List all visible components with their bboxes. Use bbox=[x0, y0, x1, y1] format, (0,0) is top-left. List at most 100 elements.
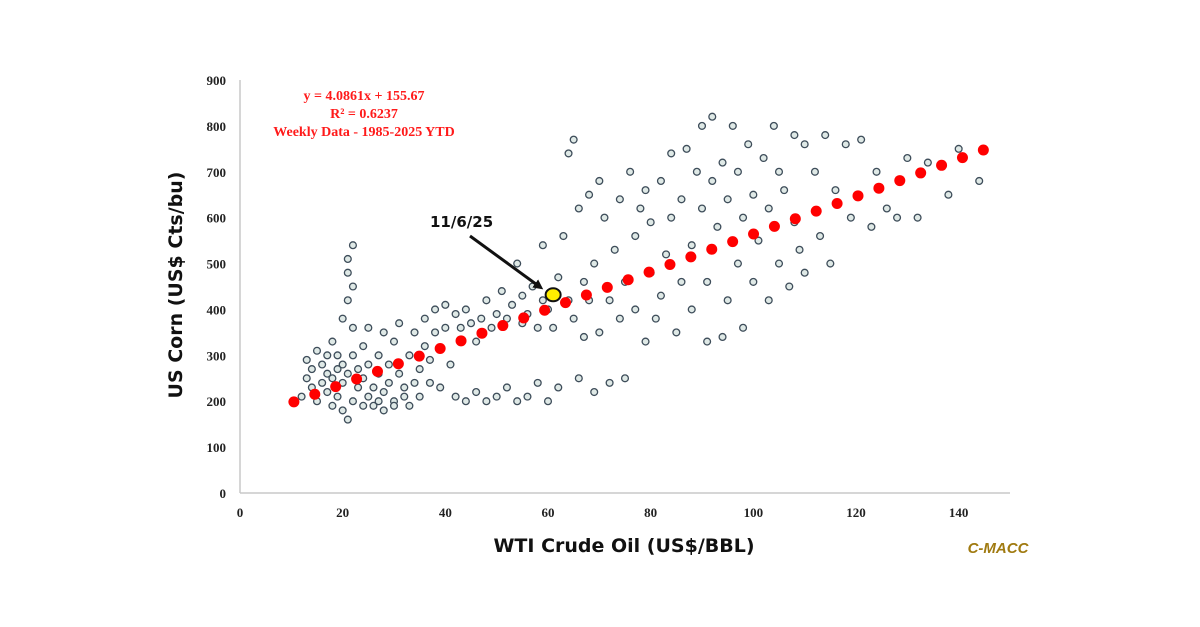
data-point bbox=[631, 305, 640, 314]
x-tick-label: 60 bbox=[542, 505, 555, 520]
trendline-point bbox=[455, 335, 467, 347]
data-point bbox=[574, 204, 583, 213]
data-point bbox=[723, 296, 732, 305]
data-point bbox=[692, 167, 701, 176]
data-point bbox=[482, 397, 491, 406]
x-tick-label: 20 bbox=[336, 505, 349, 520]
data-point bbox=[343, 254, 352, 264]
data-point bbox=[677, 277, 686, 286]
data-point bbox=[410, 378, 419, 387]
data-point bbox=[425, 355, 434, 364]
data-point bbox=[816, 231, 825, 241]
data-point bbox=[620, 374, 630, 383]
data-point bbox=[318, 378, 327, 387]
data-point bbox=[754, 236, 763, 245]
data-point bbox=[697, 204, 707, 213]
data-point bbox=[538, 241, 547, 250]
data-point bbox=[477, 314, 486, 323]
data-point bbox=[641, 186, 650, 195]
data-point bbox=[846, 213, 855, 222]
data-point bbox=[482, 296, 491, 305]
data-point bbox=[456, 323, 465, 332]
data-point bbox=[343, 296, 352, 305]
data-point bbox=[764, 296, 773, 305]
trendline-point bbox=[476, 327, 488, 339]
y-tick-label: 800 bbox=[207, 119, 227, 134]
data-point bbox=[841, 140, 850, 149]
data-point bbox=[585, 190, 594, 199]
data-point bbox=[472, 387, 481, 397]
data-point bbox=[903, 153, 912, 163]
data-point bbox=[451, 309, 460, 319]
data-point bbox=[359, 342, 368, 351]
data-point bbox=[656, 291, 665, 300]
data-point bbox=[826, 259, 835, 268]
data-point bbox=[348, 351, 357, 360]
data-point bbox=[502, 383, 511, 392]
data-point bbox=[749, 190, 758, 199]
data-point bbox=[302, 374, 311, 383]
data-point bbox=[384, 360, 393, 369]
data-point bbox=[569, 135, 578, 144]
data-point bbox=[610, 245, 619, 254]
data-point bbox=[374, 397, 383, 406]
y-tick-label: 400 bbox=[207, 302, 227, 317]
y-axis-title: US Corn (US$ Cts/bu) bbox=[165, 172, 187, 399]
highlight-point bbox=[544, 287, 562, 303]
data-point bbox=[492, 309, 501, 319]
data-point bbox=[348, 282, 357, 291]
data-point bbox=[297, 392, 306, 401]
data-point bbox=[759, 153, 768, 163]
data-point bbox=[718, 332, 727, 342]
data-point bbox=[882, 204, 891, 213]
data-point bbox=[415, 365, 424, 374]
data-point bbox=[533, 378, 542, 387]
data-point bbox=[466, 319, 476, 328]
data-point bbox=[441, 323, 450, 332]
data-point bbox=[590, 259, 599, 268]
data-point bbox=[338, 360, 347, 369]
trendline-point bbox=[956, 152, 968, 164]
data-point bbox=[975, 176, 984, 186]
data-point bbox=[554, 383, 563, 392]
x-axis-title: WTI Crude Oil (US$/BBL) bbox=[493, 535, 754, 557]
data-point bbox=[631, 231, 640, 241]
x-tick-label: 120 bbox=[846, 505, 866, 520]
data-point bbox=[508, 300, 517, 309]
data-point bbox=[323, 387, 332, 397]
data-point bbox=[420, 314, 429, 323]
trendline-point bbox=[664, 259, 676, 271]
trendline-point bbox=[371, 365, 383, 377]
data-point bbox=[703, 337, 712, 346]
data-point bbox=[369, 401, 378, 410]
data-point bbox=[739, 213, 748, 222]
data-point bbox=[333, 351, 342, 360]
trendline-point bbox=[518, 312, 530, 324]
data-point bbox=[513, 259, 522, 268]
trendline-point bbox=[852, 190, 864, 202]
data-point bbox=[687, 241, 696, 250]
data-point bbox=[513, 397, 522, 406]
data-point bbox=[451, 392, 460, 401]
data-point bbox=[497, 287, 506, 296]
data-point bbox=[523, 392, 532, 401]
data-point bbox=[749, 277, 758, 286]
data-point bbox=[569, 314, 578, 323]
data-point bbox=[379, 406, 388, 415]
data-point bbox=[821, 131, 830, 140]
data-point bbox=[436, 383, 445, 392]
trendline-point bbox=[497, 320, 509, 332]
data-point bbox=[415, 392, 424, 401]
trendline-point bbox=[706, 243, 718, 255]
trendline-point bbox=[768, 220, 780, 232]
data-point bbox=[810, 167, 819, 176]
trendline-point bbox=[288, 396, 300, 408]
data-point bbox=[492, 392, 501, 401]
data-point bbox=[800, 140, 809, 149]
data-point bbox=[343, 415, 352, 424]
subtitle-label: Weekly Data - 1985-2025 YTD bbox=[273, 125, 454, 140]
y-tick-label: 200 bbox=[207, 394, 227, 409]
data-point bbox=[410, 328, 419, 337]
data-point bbox=[389, 401, 399, 410]
